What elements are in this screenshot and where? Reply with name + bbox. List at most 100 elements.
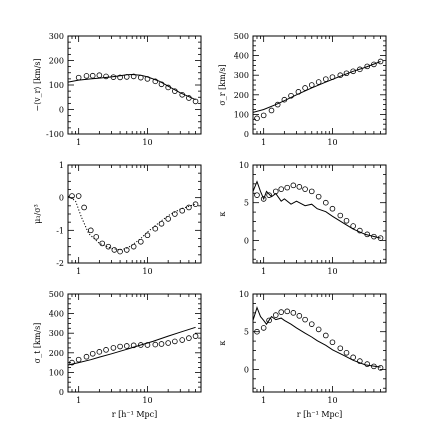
data-point: [254, 115, 260, 122]
panel-p3: 1 10 -2 -1 0 1 μ₃/σ³: [33, 161, 202, 276]
data-point: [272, 188, 279, 195]
data-point: [357, 358, 363, 364]
data-point: [350, 68, 356, 75]
y-tick-label: 0: [59, 194, 64, 203]
data-point: [75, 356, 82, 363]
data-point: [186, 95, 192, 101]
y-axis-label: σ_r [km/s]: [218, 64, 227, 105]
y-tick-label: 100: [49, 81, 64, 90]
y-tick-label: 100: [49, 368, 64, 377]
y-tick-label: 0: [244, 236, 249, 245]
data-point: [172, 88, 178, 94]
data-point: [192, 201, 199, 208]
data-point: [343, 217, 350, 224]
plot-frame: [252, 164, 387, 264]
data-point: [123, 247, 130, 253]
x-tick-label: 10: [327, 396, 337, 405]
data-point: [75, 74, 82, 81]
x-tick-label: 10: [142, 396, 152, 405]
data-point: [350, 354, 356, 361]
data-point: [260, 325, 267, 331]
y-tick-label: 5: [244, 328, 249, 337]
data-point: [357, 227, 363, 234]
data-point: [290, 182, 297, 189]
data-point: [377, 235, 384, 241]
data-point: [117, 74, 123, 81]
data-point: [172, 211, 178, 217]
data-point: [130, 243, 137, 250]
data-point: [302, 186, 308, 192]
data-point: [144, 342, 151, 348]
data-point: [111, 247, 118, 253]
data-point: [371, 363, 377, 370]
y-tick-label: 300: [49, 32, 64, 41]
series-line: [67, 195, 196, 251]
data-point: [137, 238, 144, 245]
panel-p4: 1 10 0 5 10 κ: [218, 161, 387, 276]
y-tick-label: 200: [49, 57, 64, 66]
data-point: [105, 243, 112, 250]
data-point: [130, 342, 137, 349]
data-point: [308, 321, 315, 327]
data-point: [83, 353, 90, 360]
data-point: [93, 234, 100, 240]
data-point: [130, 73, 137, 80]
data-point: [96, 72, 103, 78]
data-point: [152, 78, 159, 85]
x-tick-label: 1: [261, 267, 266, 276]
y-tick-label: 100: [234, 110, 249, 119]
data-point: [137, 74, 144, 81]
y-tick-label: 300: [234, 71, 249, 80]
data-point: [192, 333, 199, 339]
y-tick-label: 400: [234, 52, 249, 61]
data-point: [144, 76, 151, 82]
y-tick-label: 500: [234, 32, 249, 41]
data-point: [186, 335, 192, 341]
data-point: [296, 184, 303, 190]
data-point: [322, 76, 329, 82]
data-point: [83, 73, 90, 79]
data-point: [337, 212, 344, 219]
data-point: [103, 347, 109, 353]
panel-p6: 1 10 0 5 10 κ r [h⁻¹ Mpc]: [218, 290, 387, 419]
data-point: [290, 310, 297, 316]
y-tick-label: 500: [49, 290, 64, 299]
data-point: [315, 79, 322, 85]
data-point: [308, 188, 315, 195]
data-point: [295, 89, 302, 95]
y-tick-label: 5: [244, 199, 249, 208]
data-point: [254, 192, 260, 198]
data-point: [371, 233, 377, 240]
data-point: [152, 341, 159, 348]
data-point: [371, 61, 377, 68]
data-point: [260, 112, 267, 119]
data-point: [272, 312, 279, 318]
data-point: [179, 92, 186, 98]
y-tick-label: 0: [244, 130, 249, 139]
data-point: [329, 74, 336, 80]
data-point: [87, 227, 94, 234]
data-point: [357, 66, 363, 73]
data-point: [302, 316, 308, 323]
x-tick-label: 1: [261, 396, 266, 405]
data-point: [144, 232, 151, 239]
y-tick-label: -1: [56, 226, 64, 235]
y-tick-label: 200: [234, 91, 249, 100]
y-axis-label: −⟨v_r⟩ [km/s]: [33, 58, 42, 111]
y-tick-label: 1: [59, 161, 64, 170]
x-tick-label: 10: [142, 267, 152, 276]
y-tick-label: 0: [59, 106, 64, 115]
y-axis-label: κ: [218, 341, 227, 346]
data-point: [165, 84, 171, 91]
plot-frame: [252, 293, 387, 393]
series-line: [252, 61, 381, 113]
data-point: [89, 350, 96, 357]
y-tick-label: 10: [239, 161, 249, 170]
data-point: [123, 74, 130, 80]
y-tick-label: 200: [49, 349, 64, 358]
data-point: [158, 81, 165, 88]
data-point: [302, 85, 308, 91]
